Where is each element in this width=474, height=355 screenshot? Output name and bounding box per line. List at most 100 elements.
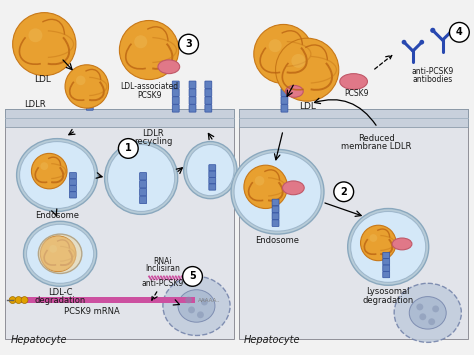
Circle shape [40,236,76,272]
Text: Reduced: Reduced [358,133,395,143]
FancyBboxPatch shape [281,105,288,112]
Ellipse shape [19,142,95,208]
FancyBboxPatch shape [383,259,390,265]
FancyBboxPatch shape [140,180,146,188]
FancyBboxPatch shape [272,199,279,206]
Text: RNAi: RNAi [154,257,172,266]
Circle shape [119,21,179,80]
Circle shape [201,299,208,305]
Text: anti-PCSK9: anti-PCSK9 [411,67,454,76]
FancyBboxPatch shape [383,252,390,258]
FancyBboxPatch shape [272,213,279,220]
Text: PCSK9: PCSK9 [344,89,369,98]
FancyBboxPatch shape [205,97,212,104]
FancyBboxPatch shape [239,109,468,339]
FancyBboxPatch shape [383,272,390,278]
Text: PCSK9 mRNA: PCSK9 mRNA [64,307,119,316]
FancyBboxPatch shape [189,105,196,112]
Text: AAAAA..: AAAAA.. [198,297,220,302]
FancyBboxPatch shape [172,89,179,96]
Ellipse shape [340,73,367,89]
Circle shape [401,40,406,44]
Text: Lysosomal: Lysosomal [366,287,410,296]
Text: 3: 3 [185,39,192,49]
Text: LDL: LDL [34,75,51,83]
Circle shape [134,35,147,48]
Circle shape [197,311,204,318]
Text: LDL-associated: LDL-associated [120,82,178,91]
Text: anti-PCSK9: anti-PCSK9 [142,279,184,288]
Ellipse shape [351,212,426,282]
Circle shape [28,28,42,42]
Text: 4: 4 [456,27,463,37]
FancyBboxPatch shape [172,97,179,104]
FancyBboxPatch shape [140,189,146,196]
FancyBboxPatch shape [281,81,288,88]
Ellipse shape [178,290,215,322]
FancyBboxPatch shape [140,196,146,204]
Text: 2: 2 [340,187,347,197]
Ellipse shape [39,236,77,272]
FancyBboxPatch shape [205,105,212,112]
Text: PCSK9: PCSK9 [137,91,161,100]
FancyBboxPatch shape [70,192,76,198]
FancyBboxPatch shape [383,265,390,271]
Text: 5: 5 [189,272,196,282]
FancyBboxPatch shape [172,105,179,112]
Circle shape [185,297,192,304]
FancyBboxPatch shape [189,89,196,96]
Ellipse shape [187,144,234,196]
Circle shape [179,34,199,54]
Text: LDL-C: LDL-C [48,288,73,297]
Circle shape [118,138,138,158]
Text: degradation: degradation [35,296,86,305]
Circle shape [244,165,287,208]
Circle shape [432,305,439,312]
Text: LDL: LDL [299,102,316,111]
Ellipse shape [394,283,461,342]
Text: Endosome: Endosome [255,236,300,245]
FancyBboxPatch shape [5,109,234,127]
Ellipse shape [108,144,175,212]
FancyBboxPatch shape [189,97,196,104]
Text: recycling: recycling [134,137,172,146]
Circle shape [361,225,396,261]
FancyBboxPatch shape [86,81,93,88]
Text: Hepatocyte: Hepatocyte [11,335,67,345]
FancyBboxPatch shape [209,165,216,171]
FancyBboxPatch shape [140,173,146,180]
FancyBboxPatch shape [209,178,216,184]
FancyBboxPatch shape [70,173,76,179]
Ellipse shape [163,277,230,335]
Ellipse shape [27,224,94,283]
Text: Hepatocyte: Hepatocyte [244,335,301,345]
Circle shape [419,313,426,320]
FancyBboxPatch shape [281,89,288,96]
Circle shape [292,54,305,68]
Ellipse shape [409,297,446,329]
Text: antibodies: antibodies [412,75,453,83]
Circle shape [269,39,282,52]
Text: LDLR: LDLR [142,129,164,138]
Circle shape [9,297,16,304]
Ellipse shape [38,234,82,273]
Ellipse shape [17,138,98,212]
Ellipse shape [231,149,324,234]
Circle shape [449,22,469,42]
Circle shape [188,306,195,313]
Text: 1: 1 [125,143,132,153]
Circle shape [254,24,313,83]
Circle shape [255,176,264,186]
Ellipse shape [348,208,428,285]
Circle shape [76,76,85,85]
FancyBboxPatch shape [20,297,195,303]
Ellipse shape [392,238,412,250]
FancyBboxPatch shape [239,109,468,127]
Ellipse shape [285,86,303,97]
Ellipse shape [158,60,180,73]
FancyBboxPatch shape [70,185,76,192]
Circle shape [430,28,436,33]
FancyBboxPatch shape [86,88,93,95]
Circle shape [334,182,354,202]
Text: Endosome: Endosome [35,211,79,220]
